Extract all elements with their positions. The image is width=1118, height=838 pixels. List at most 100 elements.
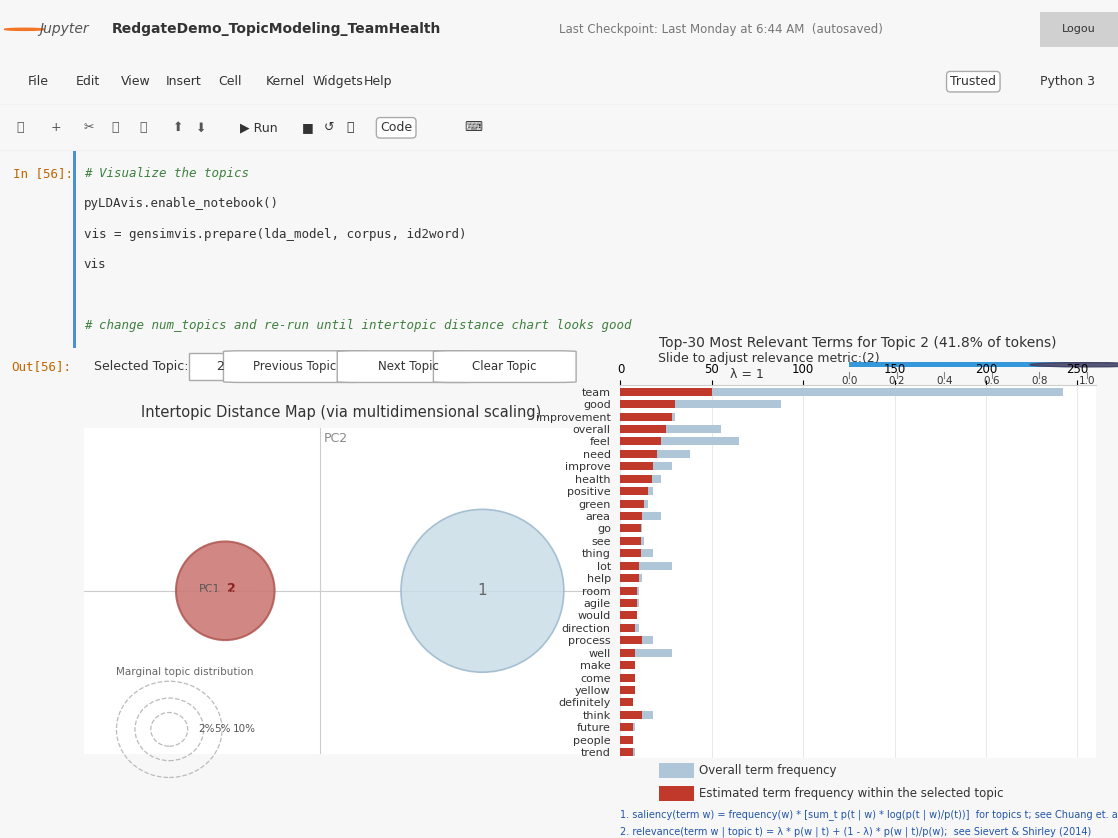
Text: Slide to adjust relevance metric:(2): Slide to adjust relevance metric:(2) [657,352,880,365]
Bar [659,786,694,801]
Text: 1: 1 [477,583,487,598]
Bar [1040,12,1118,47]
Bar [620,487,653,495]
Text: ↺: ↺ [324,122,334,134]
Bar [620,661,635,670]
Title: Intertopic Distance Map (via multidimensional scaling): Intertopic Distance Map (via multidimens… [141,405,541,420]
Bar [620,599,638,607]
Bar [620,388,1063,396]
Text: 1.0: 1.0 [1079,376,1096,386]
Text: PC1: PC1 [199,583,220,593]
Text: Logou: Logou [1062,24,1096,34]
Bar [620,612,637,619]
Text: File: File [28,75,49,88]
Bar [620,474,661,483]
Bar [620,450,657,458]
Bar [620,388,712,396]
Text: Selected Topic:: Selected Topic: [94,360,189,373]
Text: Estimated term frequency within the selected topic: Estimated term frequency within the sele… [699,787,1003,800]
FancyBboxPatch shape [338,351,480,382]
Bar [620,561,638,570]
Text: 0.4: 0.4 [936,376,953,386]
Bar [620,587,638,595]
Text: # Visualize the topics: # Visualize the topics [84,167,249,179]
Text: 2: 2 [217,360,225,373]
Bar [620,499,644,508]
Text: 📋: 📋 [140,122,148,134]
Bar [620,674,635,681]
Bar [620,748,633,756]
Bar [620,661,635,670]
Bar [620,412,675,421]
Title: Top-30 Most Relevant Terms for Topic 2 (41.8% of tokens): Top-30 Most Relevant Terms for Topic 2 (… [660,335,1057,349]
Bar [620,674,635,681]
Bar [620,525,643,532]
Bar [620,437,661,446]
Bar [620,736,633,744]
Text: ✂: ✂ [84,122,94,134]
Bar [620,748,635,756]
Bar [620,512,661,520]
Bar [620,686,635,694]
Text: ■: ■ [302,122,314,134]
Text: ⌨: ⌨ [464,122,482,134]
Text: Code: Code [380,122,413,134]
Text: Next Topic: Next Topic [378,360,439,373]
FancyBboxPatch shape [434,351,576,382]
Bar [620,649,672,657]
Bar [620,512,643,520]
Bar [620,463,653,470]
Text: Previous Topic: Previous Topic [253,360,337,373]
Text: Widgets: Widgets [313,75,363,88]
Bar [620,537,641,545]
Text: pyLDAvis.enable_notebook(): pyLDAvis.enable_notebook() [84,197,278,210]
Bar [620,723,633,732]
Bar [620,525,641,532]
Text: 0.2: 0.2 [889,376,904,386]
Text: 10%: 10% [233,724,256,734]
Text: ▶ Run: ▶ Run [240,122,278,134]
Bar [620,537,644,545]
Text: 5%: 5% [215,724,230,734]
Bar [620,636,643,644]
Text: Jupyter: Jupyter [39,23,88,36]
Bar [73,151,76,348]
Bar [620,736,633,744]
Bar [620,437,739,446]
Text: ⬇: ⬇ [196,122,206,134]
Text: 0.0: 0.0 [841,376,858,386]
Bar [620,698,633,706]
Text: ⬆: ⬆ [173,122,183,134]
Circle shape [401,510,563,672]
Bar [620,649,635,657]
Bar [620,711,653,719]
Bar [620,723,635,732]
Text: Overall term frequency: Overall term frequency [699,764,836,777]
Text: RedgateDemo_TopicModeling_TeamHealth: RedgateDemo_TopicModeling_TeamHealth [112,23,442,36]
Bar [620,549,641,557]
Text: Trusted: Trusted [950,75,996,88]
Text: Out[56]:: Out[56]: [11,360,72,373]
Circle shape [4,28,45,30]
Text: 2%: 2% [198,724,215,734]
Text: Help: Help [363,75,391,88]
Bar [620,425,721,433]
Text: λ = 1: λ = 1 [730,369,764,381]
Bar [620,463,672,470]
Bar [620,574,643,582]
Bar [620,686,635,694]
Text: vis: vis [84,258,106,272]
Bar [620,400,781,408]
Circle shape [1030,363,1118,367]
Text: 📋: 📋 [112,122,120,134]
Bar [620,599,637,607]
Bar [620,623,635,632]
Text: # change num_topics and re-run until intertopic distance chart looks good: # change num_topics and re-run until int… [84,319,632,332]
Text: +: + [50,122,61,134]
Bar [620,450,690,458]
Bar [620,574,638,582]
Circle shape [176,541,275,640]
Text: PC2: PC2 [324,432,348,445]
Bar [620,587,637,595]
Bar [620,425,666,433]
